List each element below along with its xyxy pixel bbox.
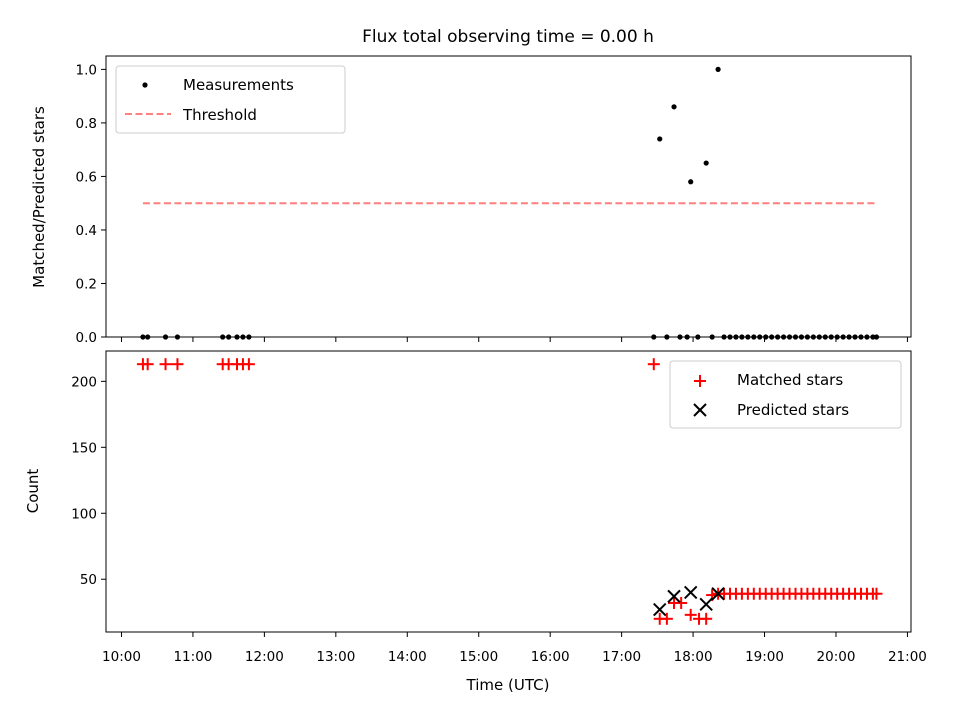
ratio-y-tick-label: 0.6 xyxy=(76,169,97,185)
matched-stars-point xyxy=(141,358,154,371)
ratio-y-tick-label: 0.8 xyxy=(76,116,97,132)
ratio-legend-box xyxy=(115,65,346,134)
measurements-point xyxy=(657,136,663,142)
chart-title: Flux total observing time = 0.00 h xyxy=(362,27,654,47)
count-y-axis-label: Count xyxy=(24,469,42,514)
count-legend-box xyxy=(669,360,902,429)
matched-stars-point xyxy=(159,358,172,371)
measurements-legend-marker xyxy=(142,82,148,88)
matched-legend-label: Matched stars xyxy=(737,371,843,389)
measurements-legend-label: Measurements xyxy=(183,76,294,94)
matched-stars-point xyxy=(647,358,660,371)
ratio-y-tick-label: 1.0 xyxy=(76,62,97,78)
x-tick-label: 18:00 xyxy=(674,649,713,665)
matched-stars-point xyxy=(171,358,184,371)
x-axis-label: Time (UTC) xyxy=(466,676,550,694)
x-tick-label: 21:00 xyxy=(888,649,927,665)
predicted-stars-point xyxy=(683,585,698,600)
predicted-stars-point xyxy=(699,597,713,612)
matched-stars-point xyxy=(242,358,255,371)
x-tick-label: 20:00 xyxy=(817,649,856,665)
count-marks xyxy=(136,358,883,625)
ratio-y-tick-label: 0.0 xyxy=(76,330,97,346)
predicted-stars-point xyxy=(667,589,681,604)
x-tick-label: 12:00 xyxy=(245,649,284,665)
ratio-y-axis-label: Matched/Predicted stars xyxy=(30,106,48,288)
matched-stars-point xyxy=(675,596,688,609)
predicted-legend-label: Predicted stars xyxy=(737,401,849,419)
x-tick-label: 11:00 xyxy=(173,649,212,665)
ratio-panel: 0.0 0.2 0.4 0.6 0.8 1.0 Matched/Predicted sta… xyxy=(30,55,912,346)
x-tick-label: 19:00 xyxy=(745,649,784,665)
measurements-point xyxy=(688,179,694,185)
x-tick-label: 10:00 xyxy=(102,649,141,665)
count-y-tick-label: 200 xyxy=(71,374,97,390)
measurements-point xyxy=(671,104,677,110)
count-axes-frame xyxy=(105,350,912,633)
count-legend: Matched stars Predicted stars xyxy=(669,360,902,429)
x-tick-label: 17:00 xyxy=(602,649,641,665)
predicted-stars-point xyxy=(653,602,667,617)
measurements-point xyxy=(703,160,709,166)
x-tick-label: 15:00 xyxy=(459,649,498,665)
matched-stars-point xyxy=(684,608,697,621)
count-panel: 10:00 11:00 12:00 13:00 14:00 15:00 16:00 17:00… xyxy=(24,350,927,694)
matched-stars-point xyxy=(870,587,883,600)
count-y-tick-label: 50 xyxy=(80,572,97,588)
x-tick-label: 13:00 xyxy=(316,649,355,665)
predicted-legend-marker xyxy=(693,403,707,417)
count-y-tick-label: 100 xyxy=(71,506,97,522)
x-tick-label: 16:00 xyxy=(531,649,570,665)
ratio-y-tick-label: 0.4 xyxy=(76,223,97,239)
predicted-stars-point xyxy=(711,587,725,601)
ratio-y-tick-label: 0.2 xyxy=(76,276,97,292)
matched-legend-marker xyxy=(694,375,706,387)
matched-stars-point xyxy=(700,612,713,625)
matched-stars-point xyxy=(660,612,673,625)
threshold-legend-label: Threshold xyxy=(182,106,257,124)
ratio-axes-frame xyxy=(105,55,912,338)
measurements-point xyxy=(715,66,721,72)
count-y-tick-label: 150 xyxy=(71,440,97,456)
x-tick-label: 14:00 xyxy=(388,649,427,665)
ratio-legend: Measurements Threshold xyxy=(115,65,346,134)
